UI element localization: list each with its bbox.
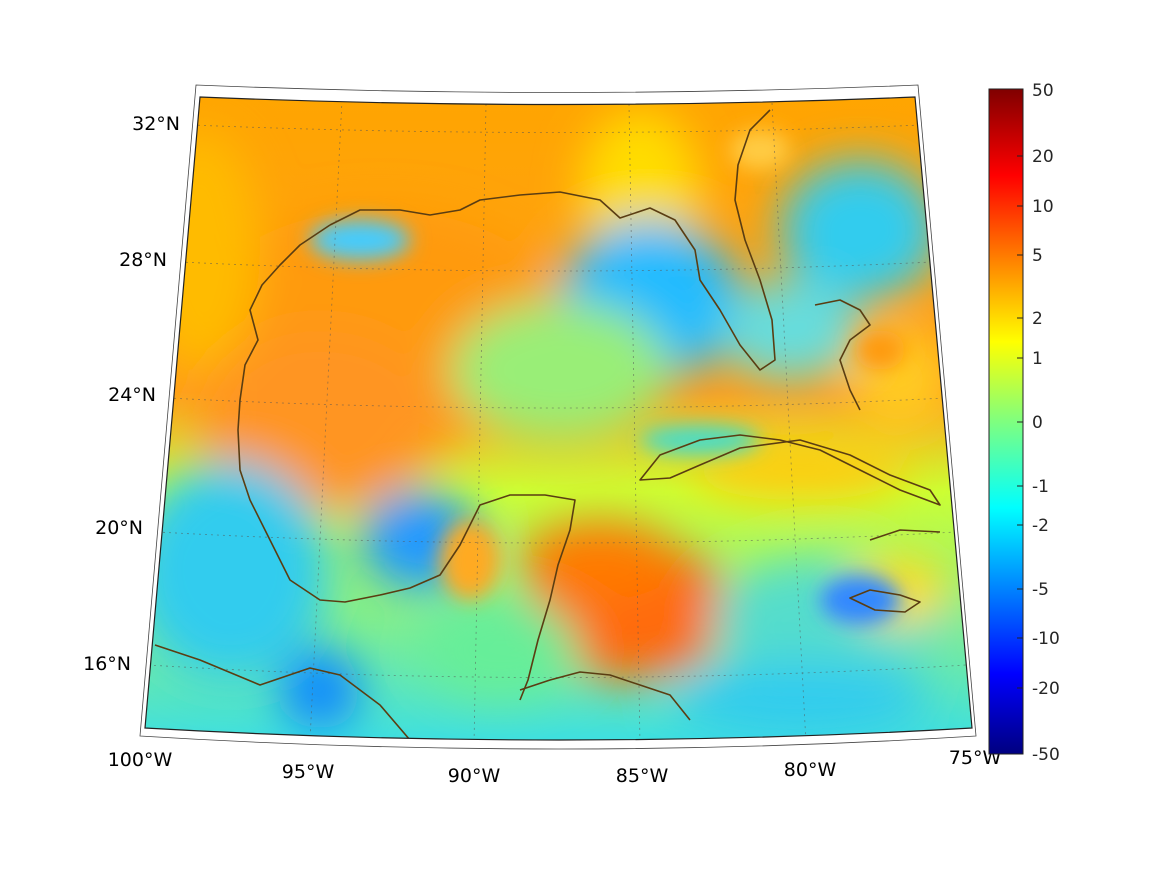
map-area [145,97,972,740]
lat-label-20: 20°N [95,517,143,539]
pacific-coast [154,644,411,740]
gulf-coast [237,224,576,701]
lon-label-80: 80°W [784,759,837,781]
cbar-label-neg5: -5 [1032,580,1049,600]
bahamas-coast [814,299,871,411]
lon-label-85: 85°W [616,765,669,787]
latitude-labels: 32°N 28°N 24°N 20°N 16°N [83,113,180,675]
lon-label-90: 90°W [448,765,501,787]
cbar-label-2: 2 [1032,309,1043,329]
cbar-label-1: 1 [1032,349,1043,369]
lat-label-28: 28°N [119,249,167,271]
lat-label-24: 24°N [108,384,156,406]
cbar-label-neg10: -10 [1032,629,1060,649]
lon-label-100: 100°W [108,749,173,771]
us-gulf-coast [329,109,776,371]
cuba-coast [639,434,941,506]
lon-label-95: 95°W [282,761,335,783]
coastlines [154,109,941,740]
cbar-label-neg2: -2 [1032,516,1049,536]
lat-label-32: 32°N [132,113,180,135]
jamaica-coast [849,589,921,613]
cbar-label-0: 0 [1032,413,1043,433]
lat-label-16: 16°N [83,653,131,675]
cbar-label-10: 10 [1032,197,1054,217]
cbar-label-20: 20 [1032,147,1054,167]
cbar-label-5: 5 [1032,246,1043,266]
colorbar: 50 20 10 5 2 1 0 -1 -2 -5 -10 -20 -50 [988,81,1060,765]
graticule [147,99,967,740]
longitude-labels: 100°W 95°W 90°W 85°W 80°W 75°W [108,747,1002,787]
cbar-label-50: 50 [1032,81,1054,101]
map-frame-outer [139,84,977,750]
cbar-label-neg50: -50 [1032,745,1060,765]
field-detail [310,130,905,625]
central-america-coast [519,671,691,721]
hispaniola-coast [869,529,941,541]
cbar-label-neg1: -1 [1032,477,1049,497]
colorbar-labels: 50 20 10 5 2 1 0 -1 -2 -5 -10 -20 -50 [1032,81,1060,765]
cbar-label-neg20: -20 [1032,679,1060,699]
map-frame [144,96,973,741]
colorbar-ticks [1017,155,1023,689]
lon-label-75: 75°W [949,747,1002,769]
